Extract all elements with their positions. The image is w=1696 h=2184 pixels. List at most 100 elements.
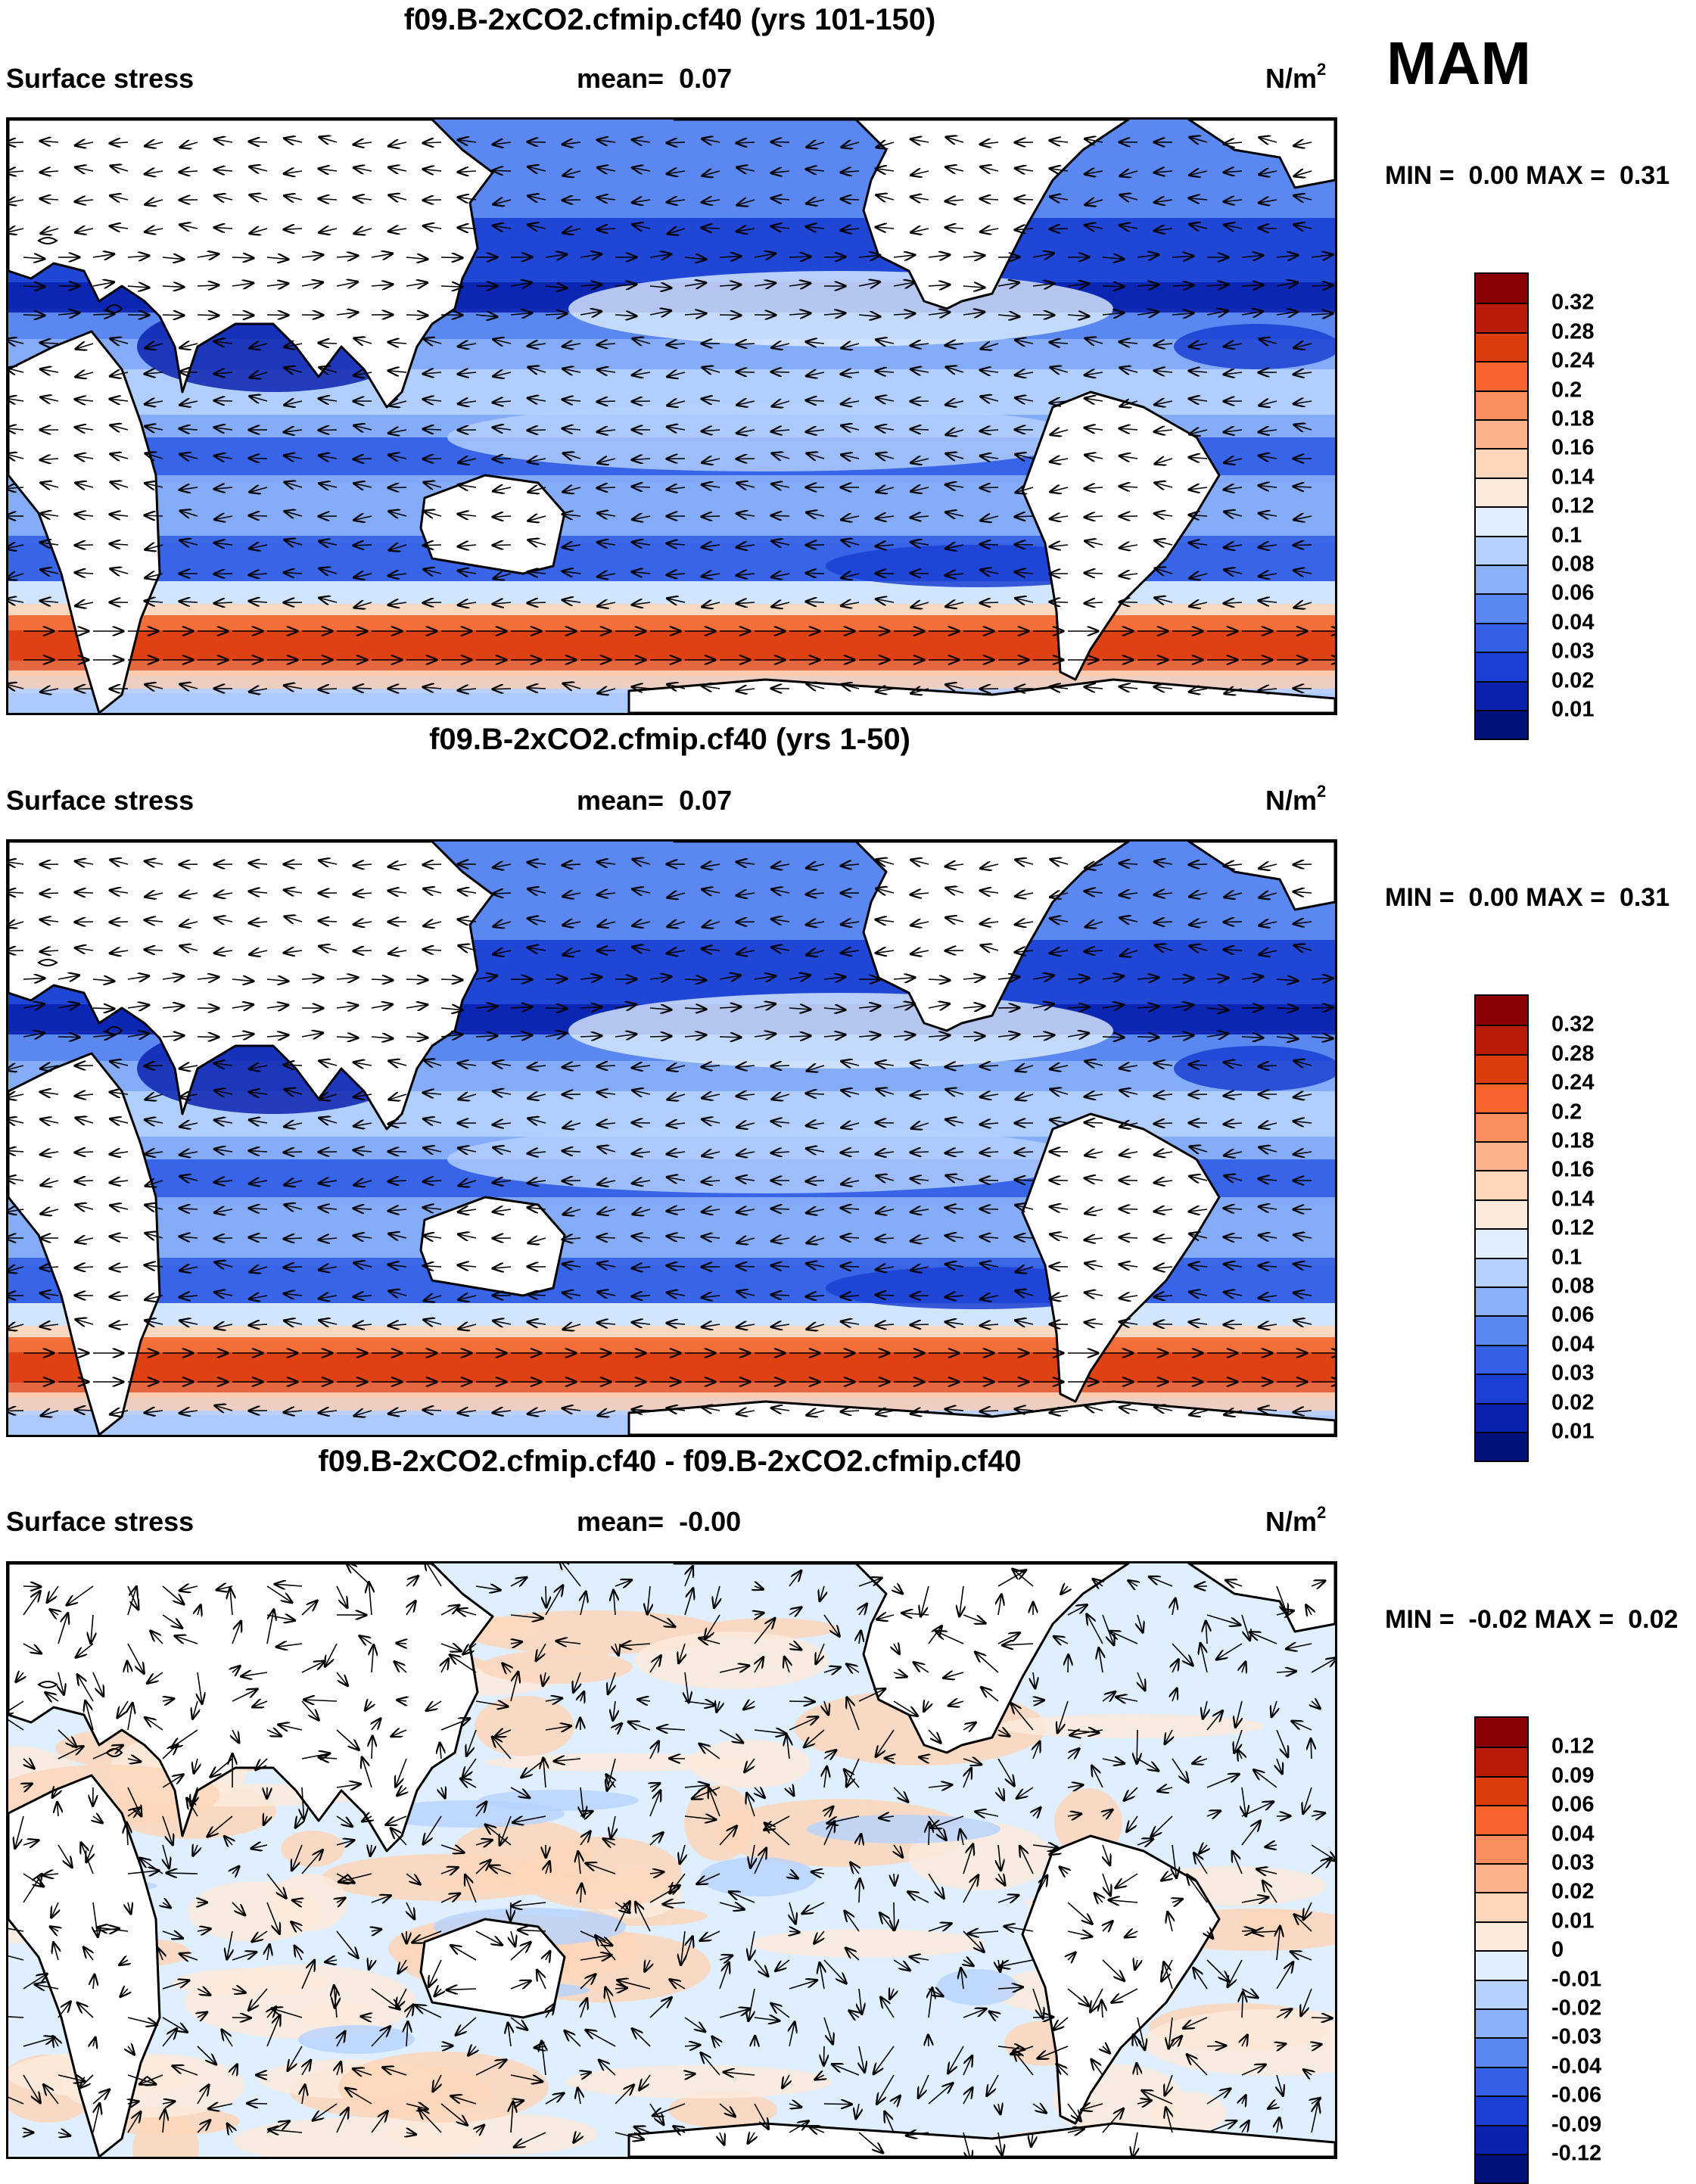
stress-vector: [650, 1036, 671, 1037]
stress-vector: [980, 1180, 998, 1181]
stress-vector: [1015, 1152, 1033, 1153]
colorbar-swatch: [1476, 536, 1527, 565]
colorbar-tick-label: -0.04: [1551, 2054, 1601, 2079]
colorbar-box: [1474, 994, 1529, 1462]
variable-label: Surface stress: [6, 785, 194, 817]
colorbar-swatch: [1476, 390, 1527, 419]
stress-vector: [702, 228, 720, 229]
stress-vector: [885, 1758, 894, 1759]
stress-vector: [166, 1873, 198, 1874]
stress-vector: [667, 142, 685, 143]
stress-vector: [179, 864, 198, 865]
colorbar-tick-label: 0.09: [1551, 1763, 1594, 1788]
mean-label: mean= 0.07: [577, 63, 732, 95]
colorbar-swatch: [1476, 1345, 1527, 1374]
colorbar-tick-label: 0.01: [1551, 1909, 1594, 1934]
map-panel-2: [6, 839, 1337, 1437]
colorbar-swatch: [1476, 681, 1527, 710]
stress-vector: [562, 200, 580, 201]
stress-band: [8, 1352, 1335, 1383]
min-max-label: MIN = -0.02 MAX = 0.02: [1385, 1605, 1678, 1635]
stress-vector: [910, 573, 929, 574]
stress-vector: [8, 950, 23, 951]
mean-value: 0.07: [679, 63, 732, 94]
stress-vector: [23, 286, 45, 287]
panel-title: f09.B-2xCO2.cfmip.cf40 (yrs 1-50): [0, 723, 1340, 757]
stress-vector: [841, 1266, 859, 1267]
stress-vector: [546, 1008, 567, 1009]
units-label: N/m2: [1265, 785, 1326, 817]
colorbar-tick-label: 0.01: [1551, 698, 1594, 723]
stress-vector: [806, 400, 824, 401]
stress-vector: [441, 979, 462, 980]
stress-vector: [267, 315, 288, 316]
units-exponent: 2: [1317, 1503, 1326, 1522]
stress-vector: [23, 1586, 41, 1587]
colorbar-swatch: [1476, 1199, 1527, 1228]
stress-vector: [319, 343, 337, 344]
min-max-label: MIN = 0.00 MAX = 0.31: [1385, 883, 1670, 913]
anomaly-patch: [475, 1696, 574, 1756]
colorbar-tick-label: 0.12: [1551, 494, 1594, 519]
colorbar-tick-label: 0.08: [1551, 552, 1594, 577]
anomaly-patch: [1238, 1910, 1309, 1931]
colorbar-swatch: [1476, 1980, 1527, 2008]
colorbar-tick-label: 0.04: [1551, 1822, 1594, 1846]
stress-vector: [423, 1410, 441, 1411]
mean-text: mean=: [577, 785, 664, 816]
stress-vector: [145, 515, 163, 516]
stress-vector: [284, 1152, 302, 1153]
stress-region: [447, 403, 1083, 471]
stress-vector: [493, 516, 511, 517]
stress-vector: [1259, 228, 1277, 229]
colorbar-swatch: [1476, 361, 1527, 390]
colorbar-tick-label: 0.1: [1551, 523, 1582, 548]
max-value: 0.31: [1620, 161, 1670, 190]
stress-vector: [1137, 1037, 1159, 1038]
stress-vector: [249, 1237, 267, 1238]
stress-vector: [8, 142, 23, 143]
stress-vector: [284, 1267, 302, 1268]
map-canvas: [8, 842, 1335, 1435]
stress-vector: [423, 429, 441, 430]
stress-vector: [23, 315, 45, 316]
stress-vector: [93, 1008, 114, 1009]
stress-vector: [1068, 1655, 1069, 1672]
colorbar-swatch: [1476, 419, 1527, 448]
colorbar-tick-label: 0.08: [1551, 1274, 1594, 1299]
stress-vector: [1293, 864, 1312, 865]
stress-vector: [876, 1295, 894, 1296]
colorbar-tick-label: 0.02: [1551, 1390, 1594, 1415]
stress-vector: [163, 315, 184, 316]
stress-vector: [894, 1902, 895, 1930]
stress-vector: [319, 430, 337, 431]
colorbar-swatch: [1476, 1718, 1527, 1747]
colorbar-swatch: [1476, 1403, 1527, 1432]
panel-title: f09.B-2xCO2.cfmip.cf40 (yrs 101-150): [0, 3, 1340, 37]
colorbar-swatch: [1476, 303, 1527, 331]
colorbar-swatch: [1476, 448, 1527, 477]
stress-vector: [232, 315, 254, 316]
stress-vector: [546, 978, 567, 979]
stress-vector: [876, 1122, 894, 1123]
stress-region: [1174, 324, 1335, 369]
colorbar-tick-label: 0.02: [1551, 1880, 1594, 1905]
stress-vector: [406, 315, 428, 316]
stress-vector: [823, 2046, 824, 2065]
stress-region: [1174, 1046, 1335, 1091]
anomaly-patch: [338, 2052, 549, 2123]
stress-vector: [910, 429, 929, 430]
stress-vector: [1085, 1122, 1103, 1123]
colorbar-swatch: [1476, 506, 1527, 535]
stress-vector: [423, 545, 441, 546]
stress-vector: [1242, 1930, 1255, 1931]
stress-vector: [841, 199, 859, 200]
colorbar-tick-label: 0.28: [1551, 1041, 1594, 1066]
stress-vector: [397, 1643, 406, 1644]
colorbar-tick-label: 0.06: [1551, 1793, 1594, 1818]
colorbar-swatch: [1476, 2154, 1527, 2182]
stress-vector: [720, 315, 741, 316]
colorbar-swatch: [1476, 1374, 1527, 1402]
stress-vector: [353, 545, 372, 546]
min-value: 0.00: [1469, 883, 1519, 912]
